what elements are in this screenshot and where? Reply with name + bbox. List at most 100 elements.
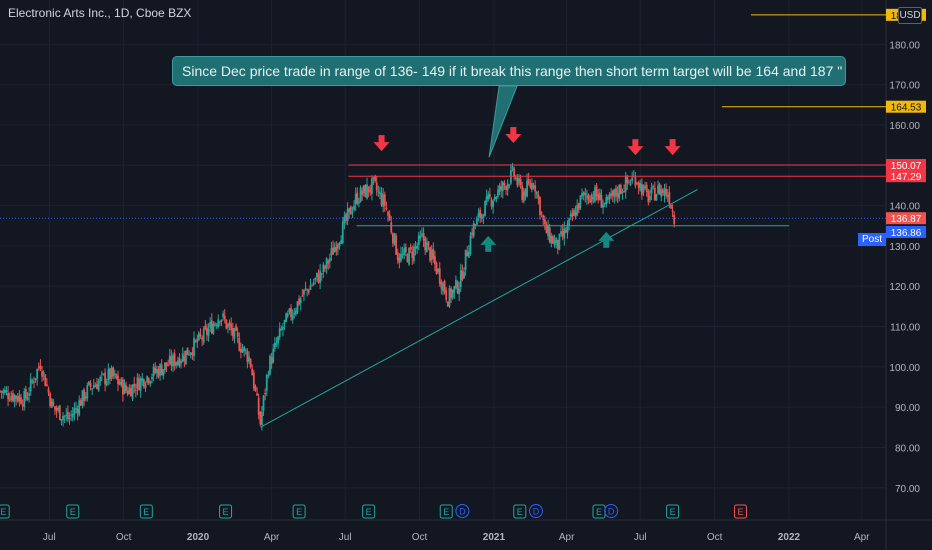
candle-down <box>532 185 535 188</box>
arrow-down-shaft <box>669 139 676 148</box>
candle-up <box>217 319 220 328</box>
candle-down <box>390 222 393 233</box>
candle-down <box>76 408 79 414</box>
y-tick-label: 170.00 <box>889 81 920 92</box>
candle-up <box>455 279 457 289</box>
candle-down <box>236 332 239 337</box>
target-1-price-label: 164.53 <box>891 103 922 114</box>
currency-button[interactable]: USD <box>898 7 922 24</box>
candle-up <box>23 391 26 408</box>
candle-up <box>29 378 32 392</box>
candle-up <box>458 288 461 295</box>
candle-up <box>621 191 624 193</box>
candle-up <box>613 189 616 198</box>
candle-down <box>661 190 664 193</box>
candle-down <box>587 194 590 200</box>
candle-down <box>225 319 228 329</box>
y-tick-label: 70.00 <box>895 484 920 495</box>
candle-up <box>377 191 380 193</box>
candle-down <box>516 178 519 186</box>
candle-up <box>579 195 582 208</box>
candle-up <box>442 283 444 291</box>
candle-up <box>337 244 339 249</box>
earnings-icon <box>0 504 10 519</box>
candle-up <box>666 195 669 198</box>
x-tick-label: Apr <box>264 532 280 543</box>
candle-down <box>597 194 600 200</box>
candle-up <box>605 197 608 205</box>
candle-down <box>670 204 672 209</box>
candle-up <box>227 324 229 328</box>
candle-up <box>303 289 305 295</box>
candle-down <box>167 365 170 367</box>
candle-up <box>472 223 475 237</box>
candle-down <box>383 194 386 206</box>
candle-down <box>45 384 48 386</box>
candles <box>0 162 676 431</box>
arrow-up-shaft <box>603 239 610 248</box>
candle-up <box>309 285 312 290</box>
candle-up <box>359 188 362 202</box>
candle-down <box>317 274 320 283</box>
post-market-label: Post <box>858 233 886 246</box>
candle-up <box>63 415 66 417</box>
candle-up <box>97 381 100 391</box>
candle-down <box>461 270 464 280</box>
x-tick-label: Jul <box>339 532 352 543</box>
candle-down <box>191 352 194 355</box>
candle-down <box>505 186 507 191</box>
candle-down <box>671 210 674 212</box>
candle-down <box>223 315 226 320</box>
candle-up <box>547 225 549 237</box>
candle-up <box>639 182 642 191</box>
candle-down <box>628 181 630 183</box>
analysis-callout[interactable]: Since Dec price trade in range of 136- 1… <box>172 56 846 86</box>
candle-up <box>354 194 357 205</box>
candle-up <box>139 378 142 391</box>
candle-up <box>526 180 528 197</box>
candle-down <box>543 219 546 224</box>
candle-down <box>160 364 163 375</box>
earnings-label: E <box>0 507 6 517</box>
candle-up <box>65 414 68 416</box>
candle-up <box>618 184 621 199</box>
candle-up <box>84 396 87 399</box>
candle-down <box>482 216 485 219</box>
candle-up <box>370 178 373 194</box>
candle-up <box>573 209 575 216</box>
candle-up <box>71 414 74 418</box>
candle-up <box>401 254 404 256</box>
candle-up <box>207 329 210 337</box>
candle-up <box>272 348 275 363</box>
candle-down <box>8 399 11 401</box>
candle-up <box>430 249 433 260</box>
candle-up <box>222 313 225 318</box>
candle-up <box>492 201 495 208</box>
candle-down <box>427 241 430 246</box>
candle-down <box>409 247 412 250</box>
candle-down <box>527 179 530 184</box>
candle-up <box>480 214 483 219</box>
candle-down <box>252 372 255 389</box>
candle-up <box>62 416 64 420</box>
callout-pointer <box>488 85 518 158</box>
candle-down <box>44 374 47 387</box>
candle-down <box>58 405 61 420</box>
candle-up <box>42 371 45 375</box>
candle-up <box>155 369 158 373</box>
candle-down <box>199 334 202 337</box>
y-tick-label: 80.00 <box>895 443 920 454</box>
candle-up <box>568 218 571 226</box>
x-tick-label: Oct <box>116 532 132 543</box>
dividend-label: D <box>459 507 466 517</box>
candle-up <box>265 375 268 391</box>
candle-down <box>157 369 160 377</box>
candle-up <box>322 264 325 273</box>
candle-up <box>531 182 533 190</box>
candle-up <box>522 191 525 202</box>
candle-up <box>325 258 328 269</box>
candle-up <box>181 353 184 362</box>
candle-down <box>186 347 189 356</box>
